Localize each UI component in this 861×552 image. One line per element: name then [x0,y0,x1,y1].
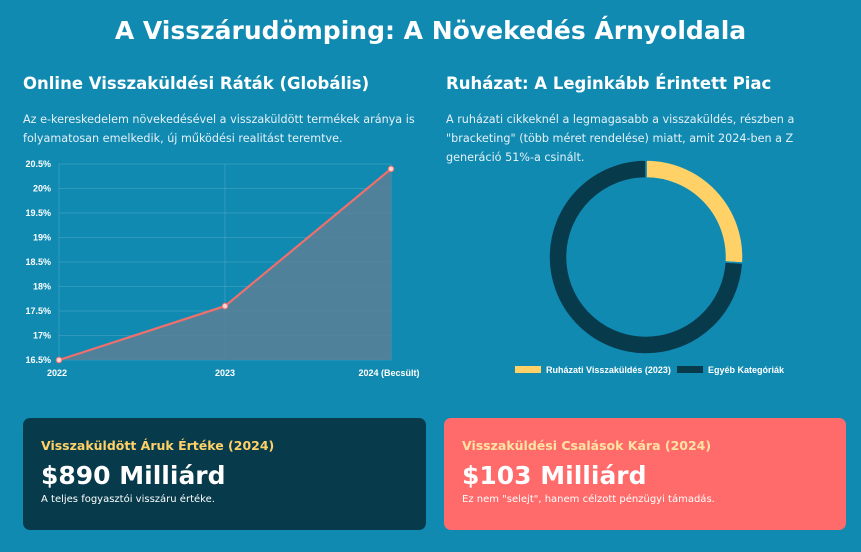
line-chart-title: Online Visszaküldési Ráták (Globális) [23,74,370,93]
legend-label: Egyéb Kategóriák [708,365,785,375]
x-tick-label: 2024 (Becsült) [358,368,419,378]
y-tick-label: 20.5% [25,159,51,169]
returns-value-label: Visszaküldött Áruk Értéke (2024) [41,438,275,453]
donut-chart-title: Ruházat: A Leginkább Érintett Piac [446,74,772,93]
fraud-loss-card: Visszaküldési Csalások Kára (2024) $103 … [444,418,846,530]
returns-value-note: A teljes fogyasztói visszáru értéke. [41,494,215,505]
x-tick-label: 2023 [215,368,235,378]
y-tick-label: 18.5% [25,257,51,267]
y-tick-label: 19% [33,233,51,243]
y-tick-label: 17.5% [25,306,51,316]
data-point [55,356,63,364]
returns-value-card: Visszaküldött Áruk Értéke (2024) $890 Mi… [23,418,426,530]
legend-swatch [515,366,541,373]
legend-label: Ruházati Visszaküldés (2023) [546,365,671,375]
y-tick-label: 17% [33,331,51,341]
donut-slice [645,159,744,264]
donut-chart-description: A ruházati cikkeknél a legmagasabb a vis… [446,113,795,164]
line-chart-description: Az e-kereskedelem növekedésével a vissza… [23,113,415,145]
y-tick-label: 18% [33,282,51,292]
page-title: A Visszárudömping: A Növekedés Árnyoldal… [114,16,747,45]
area-fill [59,168,391,360]
fraud-loss-amount: $103 Milliárd [462,461,647,490]
data-point [221,302,229,310]
y-tick-label: 19.5% [25,208,51,218]
fraud-loss-note: Ez nem "selejt", hanem célzott pénzügyi … [462,494,715,505]
donut-slice [548,159,744,355]
legend-swatch [677,366,703,373]
data-point [387,165,395,173]
y-tick-label: 20% [33,184,51,194]
fraud-loss-label: Visszaküldési Csalások Kára (2024) [462,438,712,453]
returns-value-amount: $890 Milliárd [41,461,226,490]
y-tick-label: 16.5% [25,355,51,365]
x-tick-label: 2022 [47,368,67,378]
